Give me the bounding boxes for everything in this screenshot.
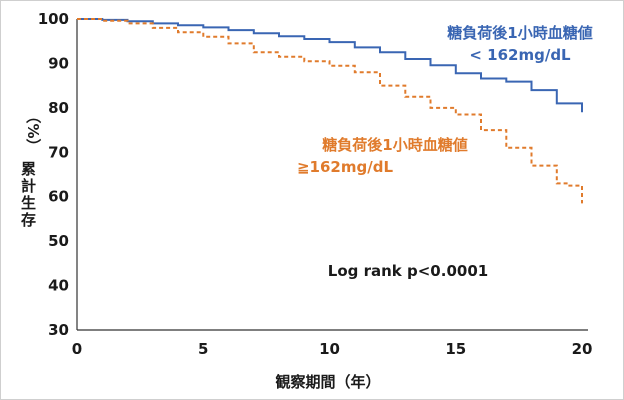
x-tick-label: 15	[445, 340, 466, 358]
y-tick-label: 60	[48, 188, 69, 206]
y-tick-label: 30	[48, 321, 69, 339]
series-1-label-line2: ≧162mg/dL	[297, 158, 393, 176]
axes	[76, 19, 588, 331]
y-tick-label: 70	[48, 143, 69, 161]
series-0-line	[77, 18, 583, 113]
y-axis-unit: （%）	[24, 108, 42, 153]
y-axis-label: 累計生存	[19, 161, 37, 229]
y-tick-label: 80	[48, 99, 69, 117]
log-rank-annotation: Log rank p<0.0001	[328, 262, 488, 280]
x-tick-label: 20	[572, 340, 593, 358]
series-1-label-line1: 糖負荷後1小時血糖値	[322, 136, 467, 154]
series-lines	[77, 18, 583, 204]
series-0-label-line1: 糖負荷後1小時血糖値	[447, 24, 592, 42]
x-tick-label: 5	[198, 340, 208, 358]
x-axis-label: 観察期間（年）	[275, 373, 380, 391]
ticks: 30 40 50 60 70 80 90 100 0 5 10 15 20	[38, 10, 593, 358]
y-tick-label: 40	[48, 277, 69, 295]
series-1-line	[77, 18, 583, 204]
x-tick-label: 0	[72, 340, 82, 358]
y-tick-label: 90	[48, 54, 69, 72]
y-tick-label: 100	[38, 10, 69, 28]
y-tick-label: 50	[48, 232, 69, 250]
x-tick-label: 10	[319, 340, 340, 358]
series-0-label-line2: < 162mg/dL	[469, 46, 571, 64]
